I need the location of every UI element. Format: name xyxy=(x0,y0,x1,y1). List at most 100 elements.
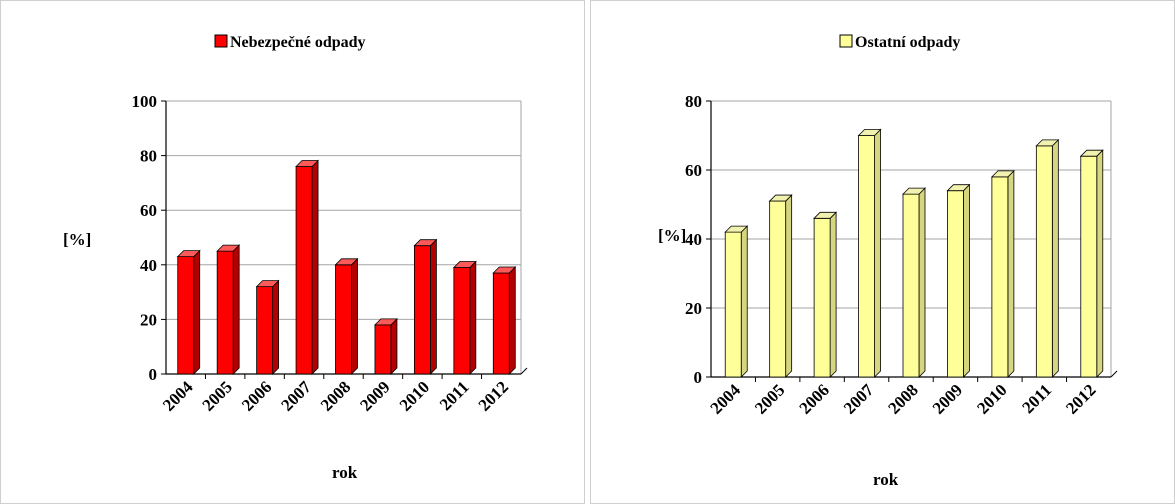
x-tick-label: 2007 xyxy=(277,377,315,415)
y-axis-title: [%] xyxy=(63,230,91,249)
bar-front xyxy=(177,256,195,375)
x-tick-label: 2008 xyxy=(884,380,921,417)
bar xyxy=(902,187,926,378)
x-tick-label: 2009 xyxy=(929,380,966,417)
legend-swatch xyxy=(214,34,228,48)
y-tick-label: 20 xyxy=(685,299,702,318)
y-tick-label: 0 xyxy=(149,365,158,384)
bar-top xyxy=(255,280,280,288)
bar-front xyxy=(335,264,352,375)
bar-top xyxy=(176,250,201,258)
bar xyxy=(1035,138,1060,378)
y-tick-label: 80 xyxy=(140,147,157,166)
bar-side xyxy=(1051,138,1059,378)
bar-front xyxy=(858,135,875,378)
y-tick-label: 0 xyxy=(694,368,703,387)
bar xyxy=(724,225,749,378)
legend-label: Ostatní odpady xyxy=(855,34,960,51)
x-tick-label: 2010 xyxy=(973,380,1010,417)
bar-side xyxy=(469,260,477,375)
bar xyxy=(334,257,359,375)
x-tick-label: 2009 xyxy=(356,377,393,414)
x-tick-label: 2005 xyxy=(751,380,788,417)
bar-side xyxy=(429,238,437,375)
y-tick-label: 20 xyxy=(140,310,157,329)
x-tick-label: 2006 xyxy=(795,380,832,417)
bar-top xyxy=(373,318,398,326)
bar-top xyxy=(1079,149,1104,157)
x-tick-labels: 2004 2005 2006 2007 2008 2009 2010 2011 2012 xyxy=(707,377,1100,418)
bar xyxy=(768,194,793,378)
bar-side xyxy=(963,183,970,378)
x-tick-label: 2008 xyxy=(317,377,354,414)
bar-top xyxy=(216,244,241,252)
bar xyxy=(176,249,201,375)
bar-front xyxy=(453,267,471,375)
bar-front xyxy=(295,166,313,375)
bar-side xyxy=(508,266,516,375)
bar-side xyxy=(1007,169,1015,378)
bar-top xyxy=(452,261,477,268)
bar-front xyxy=(947,190,964,378)
x-axis-title: rok xyxy=(873,470,899,489)
y-tick-label: 100 xyxy=(132,92,158,111)
bar-front xyxy=(413,245,431,375)
chart-panel-other: Ostatní odpady 0 20 40 60 80 2004 2005 2006 200… xyxy=(590,0,1175,504)
y-axis-title: [%] xyxy=(658,226,686,245)
chart-hazardous-waste: Nebezpečné odpady 0 20 40 60 80 100 2004 2005 2… xyxy=(63,34,528,482)
x-tick-label: 2012 xyxy=(1062,380,1099,417)
bar-side xyxy=(232,244,240,375)
x-tick-label: 2011 xyxy=(1018,380,1055,417)
y-tick-label: 60 xyxy=(140,201,157,220)
legend-swatch xyxy=(839,34,853,48)
x-tick-label: 2006 xyxy=(238,377,275,414)
bar xyxy=(1079,149,1104,378)
bar-side xyxy=(272,279,280,375)
bars xyxy=(724,128,1104,378)
bar-side xyxy=(785,194,793,378)
bar-front xyxy=(902,193,920,378)
bars xyxy=(176,159,517,375)
x-tick-label: 2011 xyxy=(436,377,473,414)
bar xyxy=(990,169,1015,378)
x-tick-label: 2004 xyxy=(159,377,197,415)
y-tick-label: 40 xyxy=(685,230,702,249)
bar-top xyxy=(813,211,838,219)
bar-top xyxy=(990,170,1015,178)
floor-edge xyxy=(1110,370,1118,378)
bar-front xyxy=(991,176,1009,378)
bar xyxy=(946,183,971,378)
y-tick-labels: 0 20 40 60 80 xyxy=(685,92,711,387)
bar-side xyxy=(874,128,881,378)
bar-front xyxy=(813,217,831,378)
bar-side xyxy=(390,317,398,375)
x-tick-label: 2012 xyxy=(475,377,512,414)
bar xyxy=(813,211,838,378)
bar-side xyxy=(311,159,319,375)
bar-front xyxy=(374,324,392,375)
bar xyxy=(413,238,438,375)
bar-front xyxy=(256,286,274,375)
bar-side xyxy=(829,211,837,378)
bar-top xyxy=(946,184,971,192)
legend: Ostatní odpady xyxy=(839,34,960,51)
y-tick-labels: 0 20 40 60 80 100 xyxy=(132,92,166,384)
bar-front xyxy=(769,200,787,378)
bar-side xyxy=(740,225,748,378)
bar-front xyxy=(724,231,742,378)
bar-side xyxy=(918,187,926,378)
x-axis-title: rok xyxy=(332,463,358,482)
y-tick-label: 40 xyxy=(140,256,157,275)
bar-top xyxy=(1035,139,1060,147)
x-tick-label: 2004 xyxy=(707,380,745,418)
bar-top xyxy=(295,160,320,167)
bar-top xyxy=(492,266,517,274)
bar-top xyxy=(857,129,882,136)
bar xyxy=(295,159,320,375)
bar-front xyxy=(1080,155,1098,378)
bar-side xyxy=(1096,149,1104,378)
x-tick-labels: 2004 2005 2006 2007 2008 2009 2010 2011 2012 xyxy=(159,374,512,415)
x-tick-label: 2010 xyxy=(396,377,433,414)
legend-label: Nebezpečné odpady xyxy=(230,34,366,51)
